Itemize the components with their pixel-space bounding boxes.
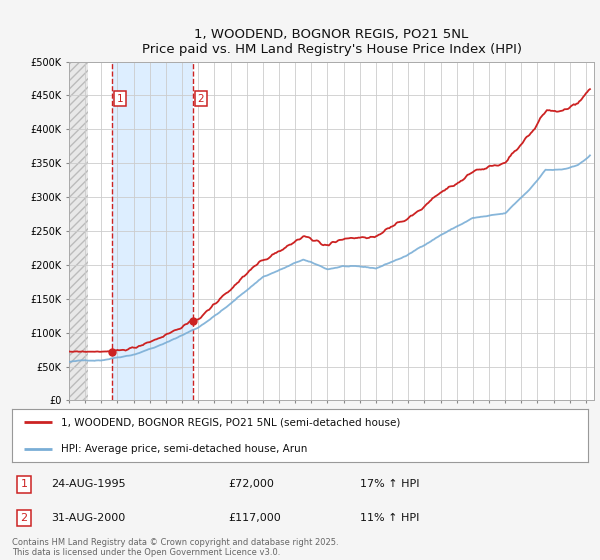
Bar xyxy=(69,62,88,400)
Text: 11% ↑ HPI: 11% ↑ HPI xyxy=(360,513,419,523)
Bar xyxy=(112,62,193,400)
Text: 2: 2 xyxy=(20,513,28,523)
Text: 31-AUG-2000: 31-AUG-2000 xyxy=(51,513,125,523)
Text: 17% ↑ HPI: 17% ↑ HPI xyxy=(360,479,419,489)
Text: Contains HM Land Registry data © Crown copyright and database right 2025.
This d: Contains HM Land Registry data © Crown c… xyxy=(12,538,338,557)
Text: 1: 1 xyxy=(20,479,28,489)
Text: 1, WOODEND, BOGNOR REGIS, PO21 5NL (semi-detached house): 1, WOODEND, BOGNOR REGIS, PO21 5NL (semi… xyxy=(61,417,400,427)
Text: 24-AUG-1995: 24-AUG-1995 xyxy=(51,479,125,489)
Title: 1, WOODEND, BOGNOR REGIS, PO21 5NL
Price paid vs. HM Land Registry's House Price: 1, WOODEND, BOGNOR REGIS, PO21 5NL Price… xyxy=(142,28,521,56)
Text: £117,000: £117,000 xyxy=(228,513,281,523)
Text: HPI: Average price, semi-detached house, Arun: HPI: Average price, semi-detached house,… xyxy=(61,444,307,454)
Text: 2: 2 xyxy=(197,94,204,104)
Text: £72,000: £72,000 xyxy=(228,479,274,489)
Text: 1: 1 xyxy=(116,94,123,104)
